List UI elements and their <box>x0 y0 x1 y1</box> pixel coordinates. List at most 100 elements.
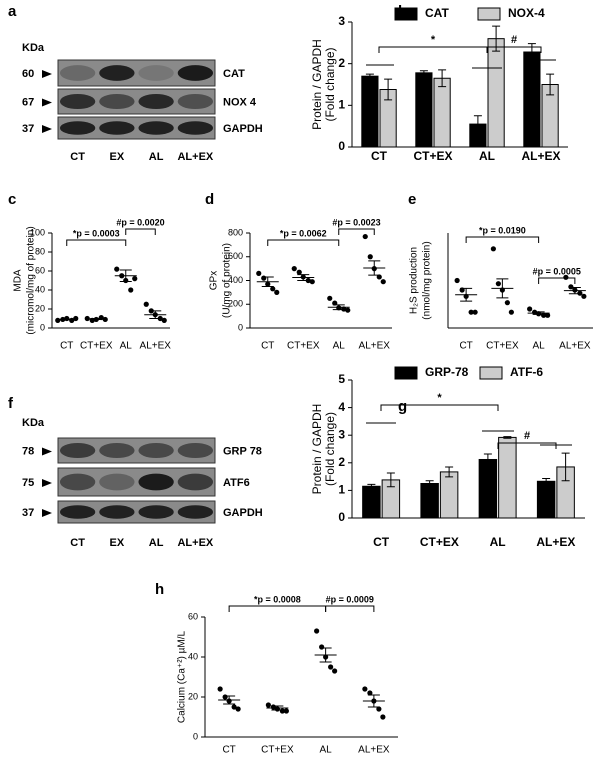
significance-bracket <box>380 404 499 411</box>
data-point <box>362 686 368 692</box>
annotation: *p = 0.0062 <box>280 228 327 238</box>
y-tick-label: 60 <box>188 611 198 621</box>
x-tick-label: AL+EX <box>140 341 172 352</box>
protein-label: CAT <box>223 68 245 80</box>
data-point <box>274 289 280 295</box>
error-bar <box>367 483 376 489</box>
data-point <box>362 233 368 240</box>
data-point <box>309 279 315 285</box>
x-tick-label: AL <box>490 535 506 549</box>
blot-band <box>99 505 135 519</box>
x-tick-label: AL+EX <box>536 535 575 549</box>
marker-label: 78 <box>22 445 34 457</box>
blot-band <box>59 65 96 81</box>
x-tick-label: AL+EX <box>559 341 591 352</box>
bar <box>478 458 498 519</box>
y-axis-label: H₂S production <box>409 247 420 314</box>
legend-label: ATF-6 <box>510 365 543 379</box>
sem-bar <box>119 269 132 282</box>
marker-arrow <box>42 98 52 107</box>
significance-bracket <box>465 236 540 243</box>
annotation: #p = 0.0023 <box>332 217 380 227</box>
x-tick-label: CT+EX <box>420 535 459 549</box>
bar <box>536 480 556 519</box>
y-tick-label: 3 <box>338 14 345 28</box>
x-tick-label: CT <box>459 341 472 352</box>
data-point <box>332 668 338 674</box>
y-tick-label: 200 <box>228 299 243 309</box>
lane-label: EX <box>110 537 125 549</box>
protein-label: GAPDH <box>223 507 263 519</box>
sem-bar <box>319 647 332 663</box>
x-tick-label: CT <box>60 341 73 352</box>
y-axis-label: GPx <box>209 271 220 290</box>
annotation: #p = 0.0005 <box>533 266 581 276</box>
x-tick-label: CT+EX <box>486 341 519 352</box>
significance-bracket <box>125 228 156 235</box>
blot-band <box>177 93 214 110</box>
blot-band <box>59 93 96 110</box>
bar <box>439 471 459 519</box>
panel-label: c <box>8 191 16 208</box>
annotation: * <box>431 34 436 46</box>
annotation: *p = 0.0003 <box>73 228 120 238</box>
lane-label: AL <box>149 151 164 163</box>
significance-bracket <box>66 239 127 246</box>
marker-label: 37 <box>22 507 34 519</box>
error-bar <box>542 478 551 485</box>
marker-label: 67 <box>22 96 34 108</box>
blot-band <box>138 121 174 135</box>
sem-bar <box>367 694 380 708</box>
bar <box>415 72 433 148</box>
blot-band <box>99 65 135 81</box>
panel-label: g <box>398 398 407 415</box>
legend-swatch <box>394 7 418 21</box>
data-point <box>73 315 79 322</box>
data-point <box>328 664 334 670</box>
blot-band <box>177 473 214 491</box>
sem-bar <box>460 287 473 302</box>
x-tick-label: AL <box>479 149 495 163</box>
error-bar <box>473 115 482 133</box>
panel-label: a <box>8 3 17 20</box>
bar <box>487 38 505 148</box>
blot-band <box>59 505 96 519</box>
blot-band <box>177 505 214 519</box>
y-tick-label: 2 <box>338 455 345 469</box>
data-point <box>319 644 325 650</box>
x-tick-label: CT+EX <box>413 149 452 163</box>
marker-arrow <box>42 479 52 487</box>
y-tick-label: 20 <box>35 303 45 313</box>
data-point <box>367 254 373 260</box>
data-point <box>545 312 551 318</box>
x-tick-label: AL+EX <box>358 745 390 756</box>
sem-bar <box>60 318 73 321</box>
y-axis-label: (nmol/mg protein) <box>422 241 433 319</box>
blot-band <box>138 473 174 491</box>
significance-bracket <box>486 46 542 53</box>
y-tick-label: 400 <box>228 275 243 285</box>
annotation: #p = 0.0020 <box>116 217 164 227</box>
lane-label: AL+EX <box>177 537 213 549</box>
marker-arrow <box>42 70 52 78</box>
blot-band <box>138 442 174 459</box>
y-tick-label: 100 <box>30 227 45 237</box>
bar <box>420 483 439 519</box>
y-tick-label: 0 <box>40 322 45 332</box>
error-bar <box>438 69 447 88</box>
x-tick-label: CT+EX <box>287 341 320 352</box>
significance-bracket <box>338 228 375 235</box>
y-tick-label: 2 <box>338 56 345 70</box>
data-point <box>367 690 373 696</box>
data-point <box>291 266 297 272</box>
bar <box>362 485 381 519</box>
lane-label: CT <box>70 151 85 163</box>
x-tick-label: CT+EX <box>80 341 113 352</box>
bar <box>433 77 451 148</box>
data-point <box>495 281 501 287</box>
significance-bracket <box>325 605 375 612</box>
legend-swatch <box>479 366 503 380</box>
x-tick-label: AL <box>333 341 346 352</box>
x-tick-label: AL <box>120 341 133 352</box>
data-point <box>376 706 382 712</box>
